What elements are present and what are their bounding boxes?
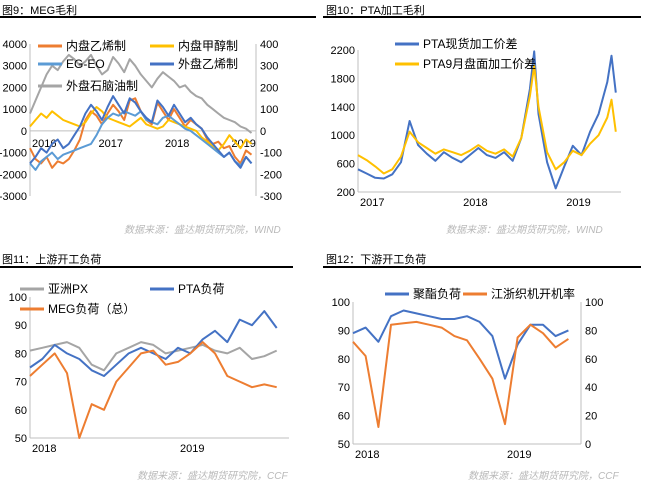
- series-line: [29, 310, 278, 377]
- series-line: [352, 309, 569, 380]
- y2-tick-label: 200: [260, 82, 278, 94]
- chart-pta-margin: 200 600 1000 1400 1800 2200 2017 2018 2019 PTA现货加…: [331, 36, 621, 209]
- legend-label: PTA现货加工价差: [423, 36, 517, 51]
- y-tick-label: 1800: [331, 73, 355, 85]
- series-line: [29, 97, 253, 169]
- y-tick-label: 2200: [331, 45, 355, 57]
- y-tick-label: 1400: [331, 102, 355, 114]
- y2-tick-label: 80: [585, 325, 597, 337]
- x-tick-label: 2019: [566, 197, 590, 209]
- data-source: 数据来源：盛达期货研究院，WIND: [124, 225, 281, 236]
- y2-tick-label: 100: [585, 297, 603, 309]
- y2-tick-label: 60: [585, 354, 597, 366]
- data-source: 数据来源：盛达期货研究院，CCF: [468, 471, 619, 482]
- y-tick-label: 2000: [3, 82, 27, 94]
- y-tick-label: 90: [15, 320, 27, 332]
- y-tick-label: 1000: [331, 130, 355, 142]
- panel-pta-margin: 图10：PTA加工毛利 200 600 1000 1400 1800 2200 2017 20…: [323, 0, 646, 242]
- panel-title: 图12：下游开工负荷: [326, 254, 427, 266]
- y-tick-label: 600: [337, 159, 355, 171]
- y-tick-label: 60: [338, 411, 350, 423]
- series-line: [29, 95, 253, 169]
- x-tick-label: 2019: [180, 443, 204, 455]
- legend-label: EG-EO: [66, 57, 105, 71]
- x-tick-label: 2018: [355, 449, 379, 461]
- legend-label: PTA负荷: [178, 282, 224, 296]
- series-line: [357, 64, 617, 175]
- x-tick-label: 2017: [98, 138, 122, 150]
- panel-meg-margin: 图9：MEG毛利 -3000 -2000 -1000 0 1000 2000 3000 400…: [0, 0, 323, 242]
- legend-label: 外盘乙烯制: [178, 56, 238, 71]
- y-tick-label: 1000: [3, 104, 27, 116]
- legend-label: 江浙织机开机率: [491, 286, 575, 301]
- y-tick-label: 0: [21, 126, 27, 138]
- chart-upstream-load: 50 60 70 80 90 100 2018 2019 亚洲PX PTA负荷 MEG负荷（总）: [9, 282, 289, 455]
- y-tick-label: -2000: [0, 169, 27, 181]
- y-tick-label: 3000: [3, 61, 27, 73]
- y-tick-label: 100: [332, 297, 350, 309]
- y2-tick-label: 100: [260, 104, 278, 116]
- y2-tick-label: -100: [260, 148, 282, 160]
- y-tick-label: 4000: [3, 39, 27, 51]
- y2-tick-label: 300: [260, 61, 278, 73]
- x-tick-label: 2019: [507, 449, 531, 461]
- y-tick-label: 80: [15, 348, 27, 360]
- panel-upstream-load: 图11：上游开工负荷 50 60 70 80 90 100 2018 2019 亚洲PX PTA负…: [0, 242, 323, 484]
- legend-label: 亚洲PX: [48, 282, 88, 296]
- series-line: [357, 50, 617, 190]
- legend-label: 内盘乙烯制: [66, 38, 126, 53]
- panel-title: 图11：上游开工负荷: [2, 254, 102, 266]
- y-tick-label: 90: [338, 325, 350, 337]
- y-tick-label: 70: [338, 382, 350, 394]
- legend-label: MEG负荷（总）: [48, 302, 135, 316]
- legend-label: PTA9月盘面加工价差: [423, 56, 536, 71]
- y-tick-label: -3000: [0, 191, 27, 203]
- legend-label: 外盘石脑油制: [66, 78, 138, 93]
- y2-tick-label: 0: [585, 439, 591, 451]
- y-tick-label: 80: [338, 354, 350, 366]
- y-tick-label: 200: [337, 187, 355, 199]
- series-line: [29, 341, 277, 439]
- panel-title: 图9：MEG毛利: [2, 5, 78, 17]
- y2-tick-label: -200: [260, 169, 282, 181]
- panel-downstream-load: 图12：下游开工负荷 50 60 70 80 90 100 0 20 40 60 80 100 2018…: [323, 242, 646, 484]
- y-tick-label: -1000: [0, 148, 27, 160]
- chart-downstream-load: 50 60 70 80 90 100 0 20 40 60 80 100 2018 2019 聚酯负荷 江浙织…: [332, 286, 604, 461]
- y2-tick-label: 20: [585, 411, 597, 423]
- title-underline: [0, 266, 293, 268]
- x-tick-label: 2018: [165, 138, 189, 150]
- title-underline: [323, 16, 641, 18]
- legend-label: 内盘甲醇制: [178, 38, 238, 53]
- chart-meg-margin: -3000-2000-100001000200030004000-300-200…: [0, 38, 282, 203]
- y-tick-label: 100: [9, 292, 27, 304]
- title-underline: [323, 266, 641, 268]
- x-tick-label: 2018: [32, 443, 56, 455]
- y2-tick-label: 400: [260, 39, 278, 51]
- panel-title: 图10：PTA加工毛利: [326, 5, 425, 17]
- y2-tick-label: 40: [585, 382, 597, 394]
- x-tick-label: 2018: [463, 197, 487, 209]
- title-underline: [0, 16, 316, 18]
- y-tick-label: 60: [15, 405, 27, 417]
- y-tick-label: 50: [15, 433, 27, 445]
- data-source: 数据来源：盛达期货研究院，WIND: [446, 225, 603, 236]
- series-line: [29, 341, 278, 372]
- legend-label: 聚酯负荷: [413, 287, 461, 301]
- y-tick-label: 70: [15, 377, 27, 389]
- x-tick-label: 2017: [360, 197, 384, 209]
- y-tick-label: 50: [338, 439, 350, 451]
- series-line: [29, 53, 253, 134]
- y2-tick-label: -300: [260, 191, 282, 203]
- y2-tick-label: 0: [260, 126, 266, 138]
- series-line: [352, 320, 569, 428]
- data-source: 数据来源：盛达期货研究院，CCF: [137, 471, 288, 482]
